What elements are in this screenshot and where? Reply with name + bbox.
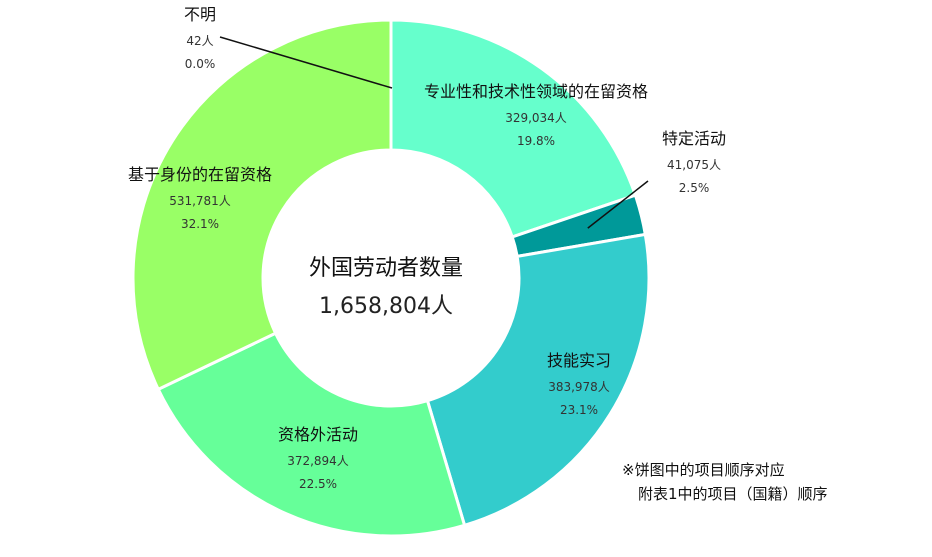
slice-label-percent-1: 19.8% (517, 134, 555, 148)
slice-label-count-1: 329,034人 (505, 111, 567, 125)
slice-label-count-3: 383,978人 (548, 380, 610, 394)
leader-line-6 (219, 36, 393, 89)
pie-slice-1 (389, 18, 638, 239)
leader-line-2 (587, 180, 649, 229)
slice-label-name-6: 不明 (184, 5, 216, 24)
leader-lines (219, 36, 649, 229)
footnote-line-1: ※饼图中的项目顺序对应 (622, 461, 785, 479)
slice-label-name-5: 基于身份的在留资格 (128, 165, 272, 184)
slice-label-name-3: 技能实习 (547, 351, 611, 370)
center-total: 1,658,804人 (319, 294, 453, 319)
slice-label-name-4: 资格外活动 (278, 425, 358, 444)
center-title: 外国劳动者数量 (309, 256, 463, 281)
pie-slice-3 (425, 232, 651, 528)
slices-group (131, 18, 651, 538)
pie-slice-4 (156, 331, 467, 538)
slice-label-percent-6: 0.0% (185, 57, 216, 71)
slice-label-count-5: 531,781人 (169, 194, 231, 208)
slice-label-percent-2: 2.5% (679, 181, 710, 195)
footnote: ※饼图中的项目顺序对应 附表1中的项目（国籍）顺序 (622, 458, 828, 506)
slice-label-percent-5: 32.1% (181, 217, 219, 231)
slice-label-name-1: 专业性和技术性领域的在留资格 (424, 82, 648, 101)
slice-label-count-4: 372,894人 (287, 454, 349, 468)
slice-label-percent-4: 22.5% (299, 477, 337, 491)
slice-label-name-2: 特定活动 (662, 129, 726, 148)
pie-slice-5 (131, 18, 393, 392)
footnote-line-2: 附表1中的项目（国籍）顺序 (638, 485, 828, 503)
slice-labels: 专业性和技术性领域的在留资格 329,034人 19.8% 特定活动 41,075人 2.… (128, 5, 726, 491)
slice-label-count-2: 41,075人 (667, 158, 721, 172)
slice-label-percent-3: 23.1% (560, 403, 598, 417)
slice-label-count-6: 42人 (186, 34, 213, 48)
